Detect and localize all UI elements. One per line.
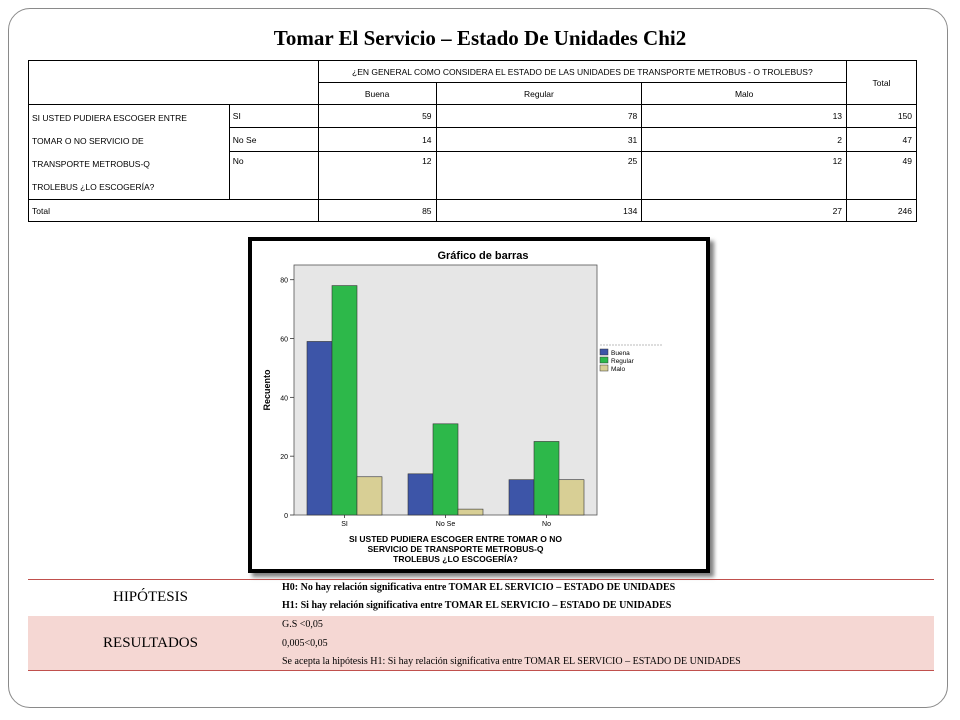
table-row: No Se 14 31 2 47 (29, 127, 917, 152)
hypothesis-label: HIPÓTESIS (112, 589, 188, 605)
bar (356, 476, 383, 516)
bar (331, 285, 358, 516)
table-cell: 13 (641, 103, 848, 129)
bar (432, 423, 459, 516)
column-question: ¿EN GENERAL COMO CONSIDERA EL ESTADO DE … (317, 60, 848, 83)
table-cell: 47 (846, 127, 917, 152)
bar (407, 473, 434, 516)
row-label: No Se (228, 127, 319, 152)
total-row-label: Total (28, 199, 319, 222)
table-cell: 27 (641, 199, 848, 222)
table-cell: 59 (317, 103, 437, 129)
crosstab-corner (28, 60, 319, 105)
x-axis-label: SERVICIO DE TRANSPORTE METROBUS-Q (368, 544, 544, 554)
legend-swatch (599, 356, 609, 364)
row-question-line: TROLEBUS ¿LO ESCOGERÍA? (32, 182, 155, 192)
y-tick-label: 20 (280, 454, 288, 461)
slide-title: Tomar El Servicio – Estado De Unidades C… (273, 26, 687, 50)
table-row: SI USTED PUDIERA ESCOGER ENTRE TOMAR O N… (28, 103, 917, 200)
row-label: No (228, 150, 319, 201)
column-header: Regular (435, 82, 643, 105)
y-tick-label: 80 (280, 278, 288, 285)
x-tick-label: No (542, 521, 551, 528)
results-background (28, 616, 934, 670)
y-tick-label: 0 (284, 513, 288, 520)
table-cell: 134 (435, 199, 643, 222)
row-question-line: TRANSPORTE METROBUS-Q (32, 159, 150, 169)
total-header: Total (846, 60, 917, 105)
results-line-2: 0,005<0,05 (282, 638, 328, 649)
row-question-line: SI USTED PUDIERA ESCOGER ENTRE (32, 113, 187, 123)
hypothesis-h0: H0: No hay relación significativa entre … (282, 582, 676, 593)
total-row: Total 85 134 27 246 (28, 199, 917, 222)
x-axis-label: TROLEBUS ¿LO ESCOGERÍA? (393, 554, 518, 564)
results-line-3: Se acepta la hipótesis H1: Si hay relaci… (282, 656, 741, 667)
bar (306, 341, 333, 516)
table-cell: 2 (641, 127, 848, 152)
x-tick-label: No Se (436, 521, 456, 528)
bar (558, 479, 585, 516)
table-cell: 12 (641, 150, 848, 201)
row-question-line: TOMAR O NO SERVICIO DE (32, 136, 144, 146)
legend-label: Regular (611, 358, 635, 365)
x-tick-label: SI (341, 521, 348, 528)
y-tick-label: 60 (280, 337, 288, 344)
legend-label: Buena (611, 350, 630, 357)
table-cell: 25 (435, 150, 643, 201)
bar (533, 441, 560, 516)
table-cell: 150 (846, 103, 917, 129)
table-cell: 246 (846, 199, 917, 222)
row-label: SI (228, 103, 319, 129)
bar-chart: Gráfico de barras 0 20 40 60 80 Recuento SI No S… (248, 237, 710, 573)
column-header: Malo (641, 82, 848, 105)
divider-line (28, 579, 934, 580)
crosstab-header-row: ¿EN GENERAL COMO CONSIDERA EL ESTADO DE … (28, 60, 917, 105)
hypothesis-h1: H1: Si hay relación significativa entre … (282, 600, 672, 611)
slide-frame (8, 8, 948, 708)
results-label: RESULTADOS (103, 635, 198, 651)
table-cell: 14 (317, 127, 437, 152)
chart-title: Gráfico de barras (437, 250, 528, 262)
results-line-1: G.S <0,05 (282, 619, 323, 630)
table-row: No 12 25 12 49 (29, 150, 917, 201)
table-cell: 78 (435, 103, 643, 129)
bar-chart-svg: Gráfico de barras 0 20 40 60 80 Recuento SI No S… (262, 250, 662, 564)
column-header: Buena (317, 82, 437, 105)
row-question: SI USTED PUDIERA ESCOGER ENTRE TOMAR O N… (28, 104, 230, 200)
y-axis-label: Recuento (262, 369, 272, 411)
table-cell: 85 (317, 199, 437, 222)
table-cell: 31 (435, 127, 643, 152)
y-tick-label: 40 (280, 395, 288, 402)
x-axis-label: SI USTED PUDIERA ESCOGER ENTRE TOMAR O N… (349, 534, 562, 544)
divider-line (28, 670, 934, 671)
legend-label: Malo (611, 366, 625, 373)
bar (457, 508, 484, 516)
crosstab-table: ¿EN GENERAL COMO CONSIDERA EL ESTADO DE … (28, 60, 917, 222)
table-cell: 12 (317, 150, 437, 201)
legend-swatch (599, 364, 609, 372)
table-cell: 49 (846, 150, 917, 201)
bar (508, 479, 535, 516)
legend-swatch (599, 348, 609, 356)
